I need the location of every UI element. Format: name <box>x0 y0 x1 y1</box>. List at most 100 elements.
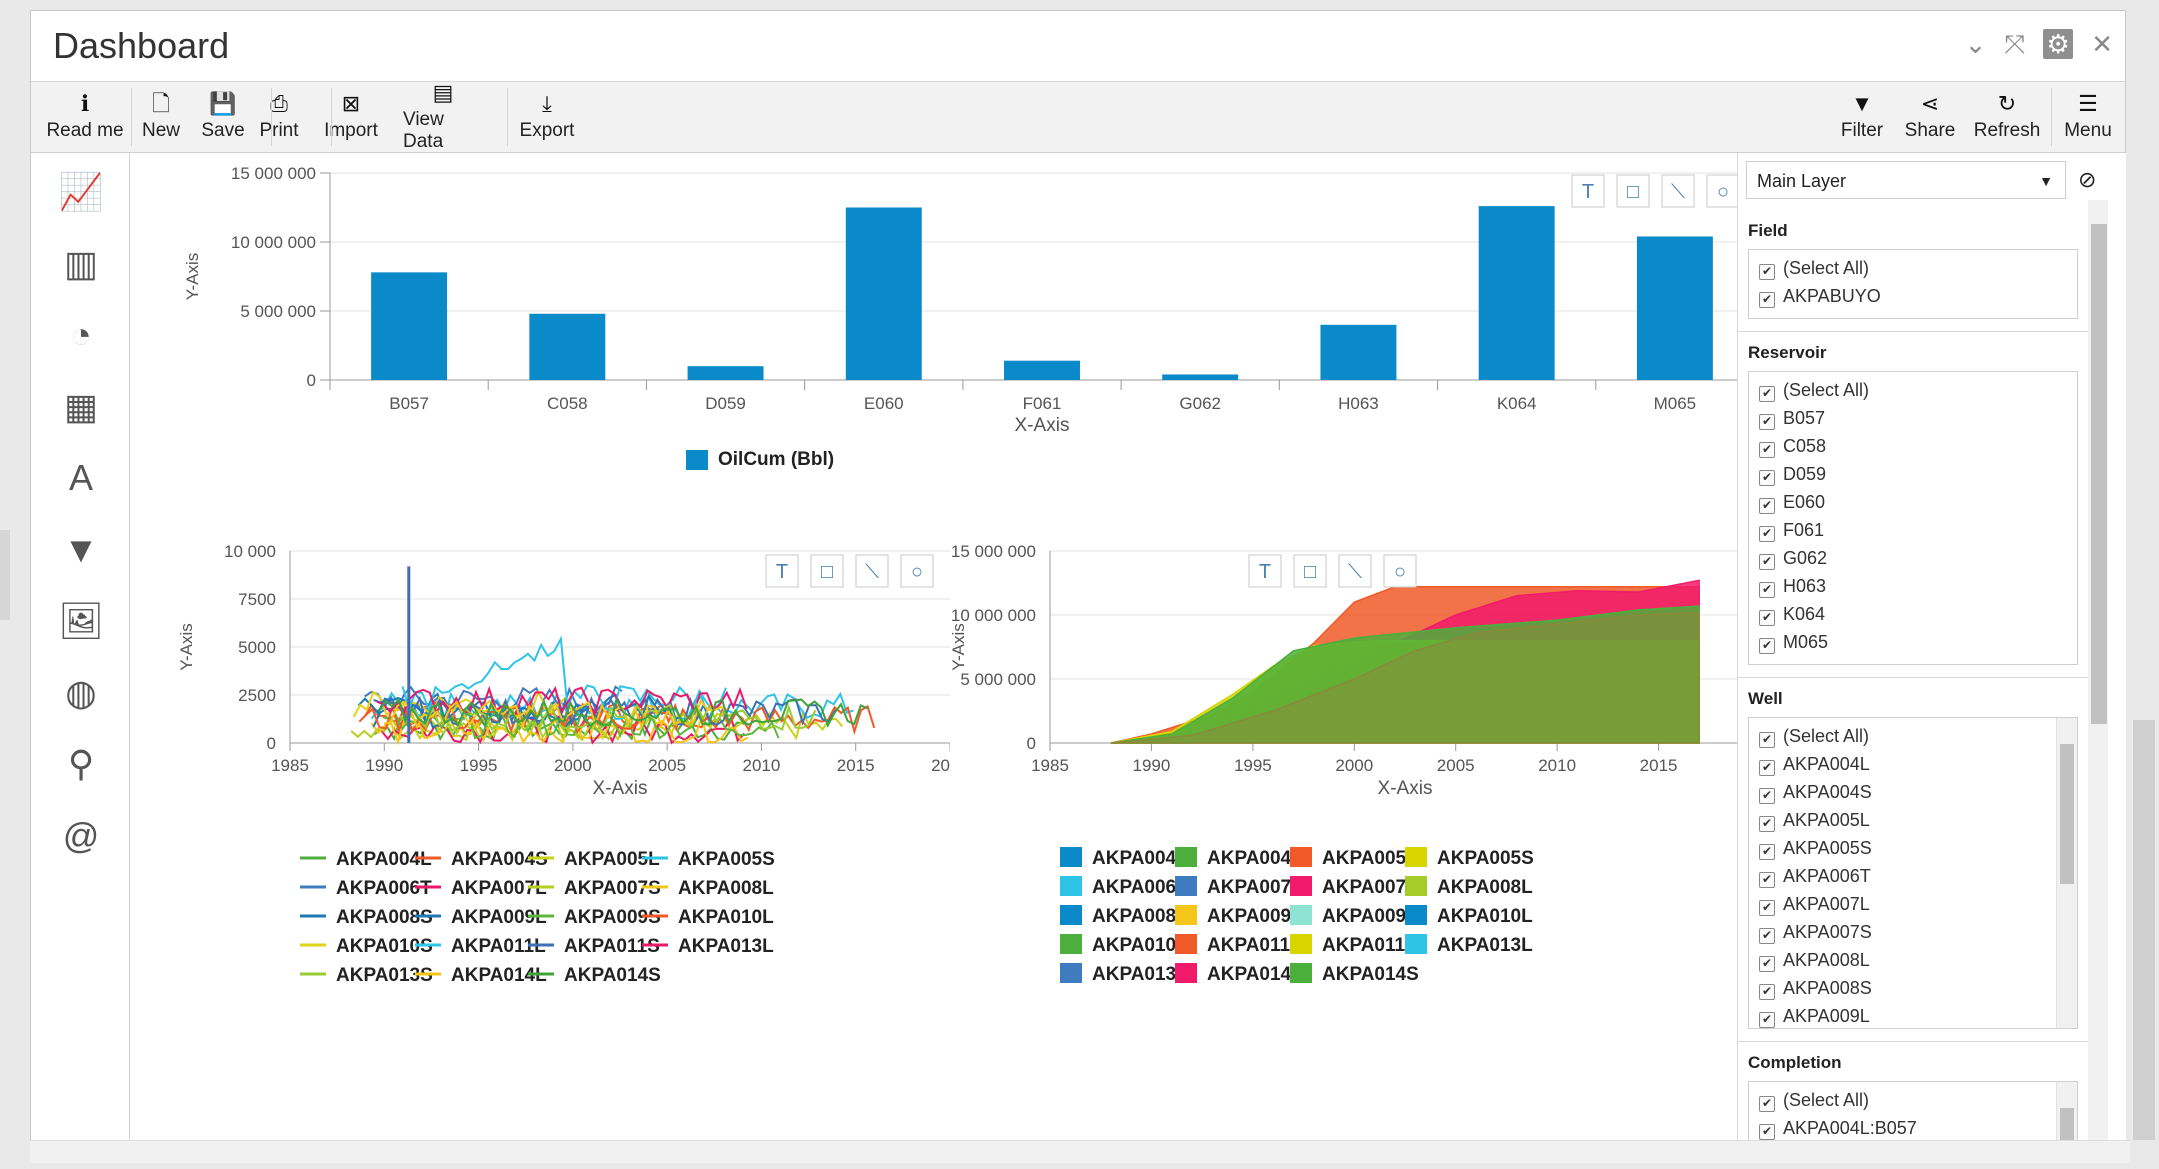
legend-item[interactable]: AKPA014L <box>415 965 547 986</box>
filter-listbox-well[interactable]: ✔ (Select All) ✔ AKPA004L ✔ AKPA004S ✔ AKPA005L… <box>1748 717 2078 1029</box>
legend-item[interactable]: AKPA009S <box>1290 905 1419 927</box>
legend-item[interactable]: AKPA004S <box>1175 847 1304 869</box>
toolbar-refresh-button[interactable]: ↻ Refresh <box>1967 82 2047 152</box>
collapse-handle[interactable] <box>0 530 10 620</box>
filter-listbox-completion[interactable]: ✔ (Select All) ✔ AKPA004L:B057 <box>1748 1081 2078 1143</box>
text-tool-icon[interactable]: T <box>765 554 799 588</box>
toolbar-save-button[interactable]: 💾 Save <box>183 82 263 152</box>
filter-option[interactable]: ✔ D059 <box>1749 460 2077 488</box>
filter-option[interactable]: ✔ (Select All) <box>1749 376 2077 404</box>
checkbox-checked-icon[interactable]: ✔ <box>1759 470 1775 486</box>
bar-E060[interactable] <box>845 207 922 381</box>
rectangle-tool-icon[interactable]: □ <box>1616 174 1650 208</box>
page-scrollbar-thumb[interactable] <box>2133 720 2155 1140</box>
filter-option[interactable]: ✔ AKPABUYO <box>1749 282 2077 310</box>
legend-item[interactable]: AKPA009S <box>528 907 661 928</box>
legend-item[interactable]: AKPA013L <box>642 936 774 957</box>
chevron-down-icon[interactable]: ⌄ <box>1964 29 1987 59</box>
bar-M065[interactable] <box>1636 236 1713 380</box>
gear-icon[interactable]: ⚙ <box>2043 29 2074 59</box>
text-tool-icon[interactable]: T <box>1571 174 1605 208</box>
checkbox-checked-icon[interactable]: ✔ <box>1759 582 1775 598</box>
filter-option[interactable]: ✔ AKPA005L <box>1749 806 2077 834</box>
checkbox-checked-icon[interactable]: ✔ <box>1759 1124 1775 1140</box>
toolbar-read-me-button[interactable]: ℹ Read me <box>45 82 125 152</box>
legend-item[interactable]: AKPA008S <box>300 907 433 928</box>
checkbox-checked-icon[interactable]: ✔ <box>1759 264 1775 280</box>
close-icon[interactable]: ✕ <box>2091 29 2113 59</box>
legend-item[interactable]: AKPA014S <box>528 965 661 986</box>
bar-chart-icon[interactable]: ▥ <box>63 242 98 284</box>
rectangle-tool-icon[interactable]: □ <box>1293 554 1327 588</box>
filter-option[interactable]: ✔ AKPA008S <box>1749 974 2077 1002</box>
checkbox-checked-icon[interactable]: ✔ <box>1759 638 1775 654</box>
legend-item[interactable]: AKPA013S <box>300 965 433 986</box>
legend-item[interactable]: AKPA009L <box>415 907 547 928</box>
checkbox-checked-icon[interactable]: ✔ <box>1759 526 1775 542</box>
legend-item[interactable]: AKPA004L <box>300 849 432 870</box>
rectangle-tool-icon[interactable]: □ <box>810 554 844 588</box>
filter-option[interactable]: ✔ F061 <box>1749 516 2077 544</box>
checkbox-checked-icon[interactable]: ✔ <box>1759 554 1775 570</box>
filter-option[interactable]: ✔ AKPA005S <box>1749 834 2077 862</box>
bar-H063[interactable] <box>1320 324 1397 380</box>
series-line-AKPA014S[interactable] <box>378 697 868 728</box>
legend-item[interactable]: AKPA011S <box>528 936 660 957</box>
filter-listbox-field[interactable]: ✔ (Select All) ✔ AKPABUYO <box>1748 249 2078 319</box>
circle-tool-icon[interactable]: ○ <box>900 554 934 588</box>
filter-option[interactable]: ✔ AKPA008L <box>1749 946 2077 974</box>
filter-option[interactable]: ✔ K064 <box>1749 600 2077 628</box>
legend-item[interactable]: AKPA010S <box>1060 934 1189 956</box>
checkbox-checked-icon[interactable]: ✔ <box>1759 788 1775 804</box>
checkbox-checked-icon[interactable]: ✔ <box>1759 1096 1775 1112</box>
legend-item[interactable]: AKPA011L <box>415 936 546 957</box>
toolbar-print-button[interactable]: ⎙ Print <box>239 82 319 152</box>
checkbox-checked-icon[interactable]: ✔ <box>1759 872 1775 888</box>
checkbox-checked-icon[interactable]: ✔ <box>1759 292 1775 308</box>
filter-option[interactable]: ✔ AKPA007S <box>1749 918 2077 946</box>
series-line-AKPA014L[interactable] <box>383 698 728 730</box>
checkbox-checked-icon[interactable]: ✔ <box>1759 844 1775 860</box>
toolbar-export-button[interactable]: ⤓ Export <box>507 82 587 152</box>
filter-option[interactable]: ✔ AKPA004L <box>1749 750 2077 778</box>
bar-B057[interactable] <box>371 272 448 380</box>
checkbox-checked-icon[interactable]: ✔ <box>1759 1012 1775 1028</box>
toolbar-menu-button[interactable]: ☰ Menu <box>2048 82 2128 152</box>
at-icon[interactable]: @ <box>62 814 100 856</box>
circle-tool-icon[interactable]: ○ <box>1383 554 1417 588</box>
legend-item[interactable]: AKPA009L <box>1175 905 1303 927</box>
series-line-AKPA013L[interactable] <box>376 685 748 717</box>
bar-C058[interactable] <box>529 313 606 380</box>
checkbox-checked-icon[interactable]: ✔ <box>1759 928 1775 944</box>
listbox-scrollbar-thumb[interactable] <box>2060 744 2074 884</box>
line-tool-icon[interactable]: ⟍ <box>1338 554 1372 588</box>
legend-item[interactable]: AKPA008L <box>642 878 774 899</box>
series-line-AKPA011L[interactable] <box>401 635 727 713</box>
legend-item[interactable]: AKPA011L <box>1175 934 1302 956</box>
legend-item[interactable]: AKPA008L <box>1405 876 1533 898</box>
circle-tool-icon[interactable]: ○ <box>1706 174 1740 208</box>
text-tool-icon[interactable]: T <box>1248 554 1282 588</box>
legend-item[interactable]: AKPA004L <box>1060 847 1188 869</box>
fullscreen-icon[interactable]: ⤧ <box>2004 29 2026 59</box>
toolbar-new-button[interactable]: 🗋 New <box>121 82 201 152</box>
legend-item[interactable]: AKPA011S <box>1290 934 1418 956</box>
checkbox-checked-icon[interactable]: ✔ <box>1759 900 1775 916</box>
legend-item[interactable]: AKPA005S <box>1405 847 1534 869</box>
line-tool-icon[interactable]: ⟍ <box>855 554 889 588</box>
line-tool-icon[interactable]: ⟍ <box>1661 174 1695 208</box>
legend-item[interactable]: AKPA006T <box>300 878 432 899</box>
horizontal-scrollbar[interactable] <box>30 1140 2130 1163</box>
listbox-scrollbar-thumb[interactable] <box>2060 1108 2074 1142</box>
series-line-AKPA008L[interactable] <box>370 714 749 746</box>
listbox-scrollbar[interactable] <box>2056 1082 2077 1142</box>
clear-filter-icon[interactable]: ⊘ <box>2078 167 2097 192</box>
area-series[interactable] <box>1110 611 1700 744</box>
legend-item[interactable]: AKPA007S <box>1290 876 1419 898</box>
filter-option[interactable]: ✔ AKPA004L:B057 <box>1749 1114 2077 1142</box>
filter-option[interactable]: ✔ (Select All) <box>1749 254 2077 282</box>
filter-option[interactable]: ✔ (Select All) <box>1749 722 2077 750</box>
toolbar-share-button[interactable]: ⋖ Share <box>1890 82 1970 152</box>
legend-item[interactable]: AKPA005L <box>1290 847 1418 869</box>
legend-item[interactable]: AKPA008S <box>1060 905 1189 927</box>
